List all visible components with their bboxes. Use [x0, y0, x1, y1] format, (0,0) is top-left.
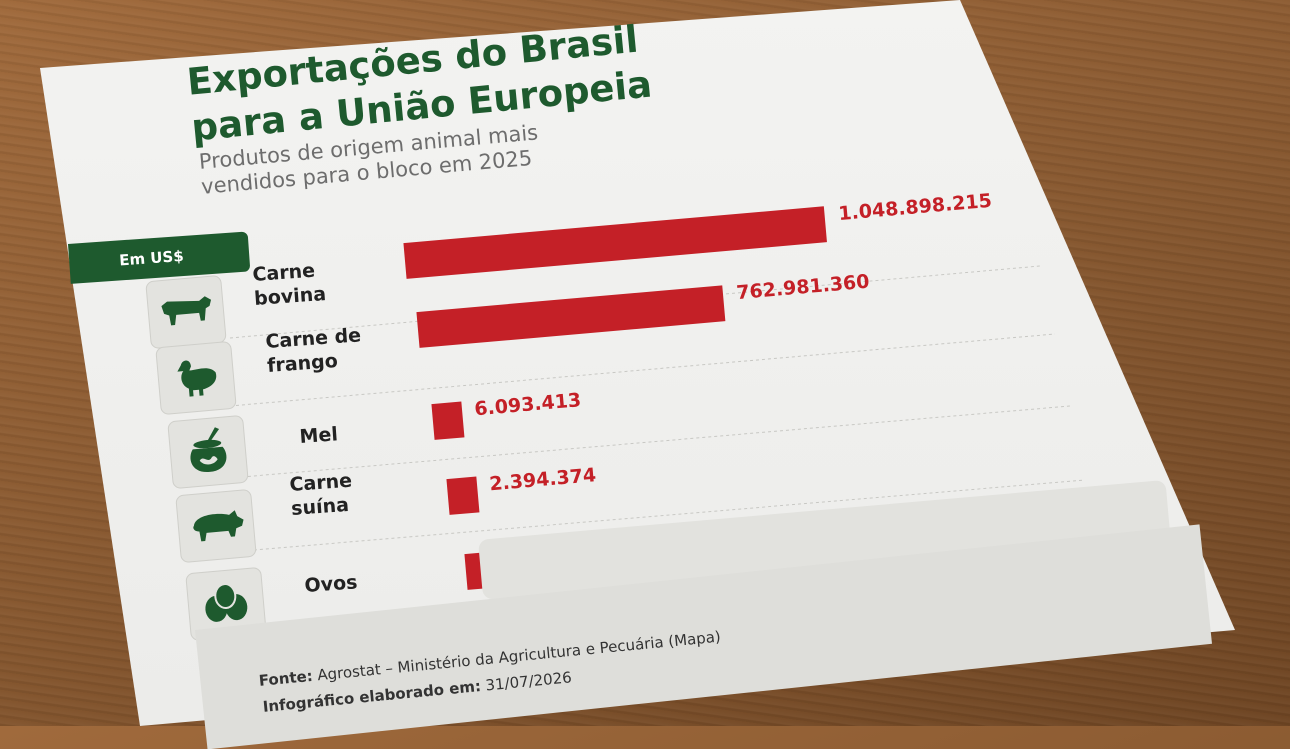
category-label-1: Carne defrango	[265, 324, 364, 377]
bar-chart: 1.048.898.215 762.981.360 6.093.413 2.394.3…	[229, 190, 1086, 597]
row-dividers	[229, 265, 1086, 553]
bar-1	[416, 285, 726, 348]
row-divider	[229, 479, 1086, 553]
eggs-icon	[205, 583, 248, 622]
value-label-3: 2.394.374	[489, 464, 597, 495]
category-label-line: Carne	[252, 260, 316, 286]
category-label-line: suína	[290, 494, 349, 520]
category-label-3: Carnesuína	[289, 470, 355, 520]
chicken-icon-box	[155, 340, 237, 416]
cow-icon-box	[145, 274, 227, 350]
bar-2	[431, 401, 465, 440]
pig-icon-box	[175, 488, 257, 564]
eggs-icon-box	[185, 566, 267, 642]
category-label-line: Carne	[289, 470, 353, 496]
honey-pot-icon-box	[167, 414, 249, 490]
category-label-line: frango	[266, 350, 338, 377]
row-divider	[229, 405, 1071, 479]
category-label-line: Mel	[299, 423, 339, 448]
bar-3	[446, 476, 480, 515]
value-label-0: 1.048.898.215	[838, 190, 993, 225]
value-label-1: 762.981.360	[735, 271, 870, 305]
category-label-4: Ovos	[304, 571, 358, 597]
category-label-line: Carne de	[265, 324, 362, 353]
category-label-line: Ovos	[304, 571, 358, 597]
chicken-icon	[177, 360, 217, 397]
category-label-2: Mel	[299, 423, 339, 448]
row-divider	[229, 333, 1056, 407]
category-label-0: Carnebovina	[252, 259, 327, 310]
honey-pot-icon	[190, 427, 227, 472]
pig-icon	[193, 510, 244, 542]
category-label-line: bovina	[253, 283, 326, 310]
cow-icon	[161, 296, 212, 326]
bar-0	[403, 206, 827, 279]
value-label-2: 6.093.413	[474, 389, 582, 420]
